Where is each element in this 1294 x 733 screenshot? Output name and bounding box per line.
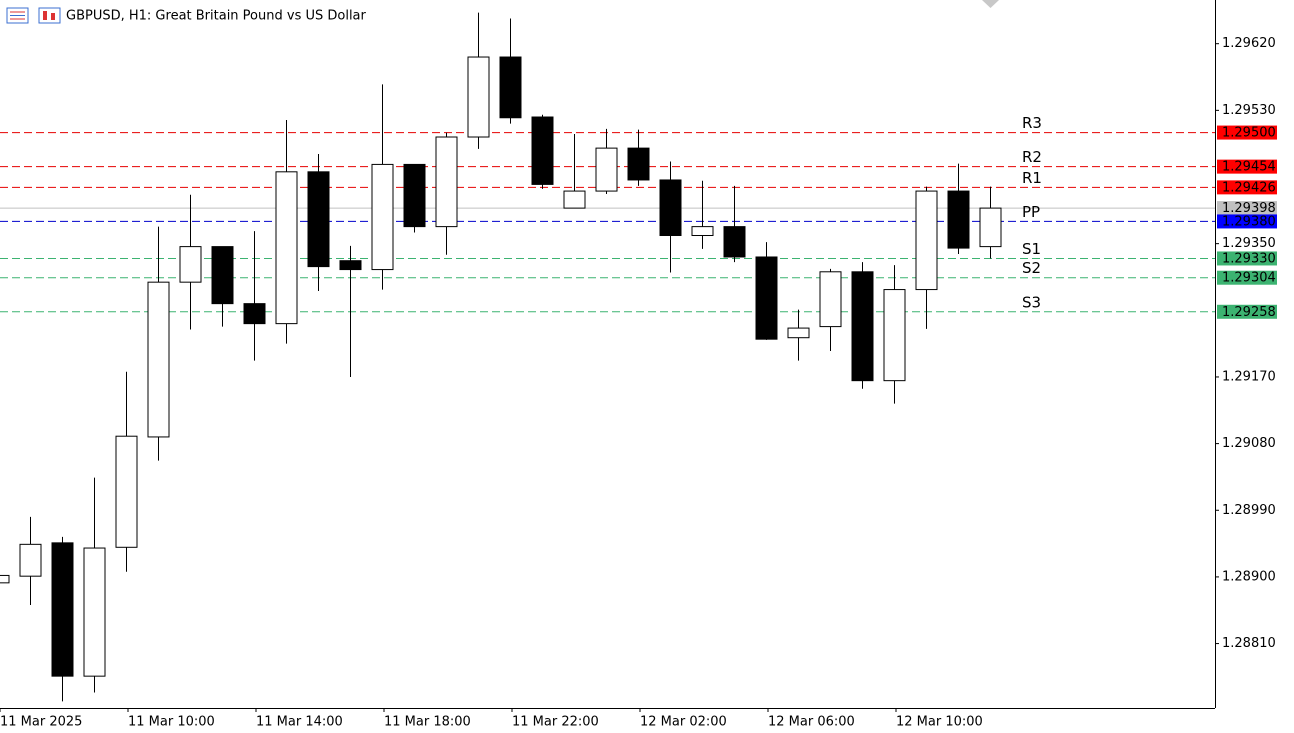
price-tag <box>1217 180 1277 195</box>
price-tag-label: 1.29304 <box>1222 271 1276 286</box>
candle-body <box>723 226 746 258</box>
candle-body <box>595 147 618 192</box>
price-tag <box>1217 159 1277 174</box>
candle-body <box>403 163 426 228</box>
chart-icon <box>38 7 61 24</box>
icons <box>6 0 999 24</box>
x-tick-label: 11 Mar 18:00 <box>384 715 471 730</box>
price-tag-label: 1.29454 <box>1222 160 1276 175</box>
y-tick-label: 1.29170 <box>1222 369 1276 384</box>
x-tick-label: 12 Mar 06:00 <box>768 715 855 730</box>
candle-body <box>307 171 330 268</box>
price-tag <box>1217 214 1277 229</box>
x-tick-label: 11 Mar 22:00 <box>512 715 599 730</box>
price-tag <box>1217 251 1277 266</box>
candle-body <box>531 116 554 185</box>
x-tick-label: 12 Mar 10:00 <box>896 715 983 730</box>
y-tick-label: 1.29620 <box>1222 36 1276 51</box>
x-tick-label: 11 Mar 10:00 <box>128 715 215 730</box>
price-tag-label: 1.29380 <box>1222 214 1276 229</box>
candle-body <box>147 281 170 438</box>
price-tag <box>1217 304 1277 319</box>
candle-body <box>0 574 10 584</box>
candle-body <box>787 327 810 339</box>
candle-body <box>979 207 1002 248</box>
y-tick-label: 1.28990 <box>1222 503 1276 518</box>
pivot-name: S3 <box>1022 293 1041 311</box>
candle-body <box>627 147 650 181</box>
icon-bar <box>43 11 47 20</box>
x-tick-label: 11 Mar 14:00 <box>256 715 343 730</box>
candle-body <box>915 190 938 291</box>
pivot-name: R2 <box>1022 148 1042 166</box>
candle-body <box>467 56 490 138</box>
candle-body <box>179 246 202 283</box>
candle-body <box>755 256 778 340</box>
price-tag-label: 1.29398 <box>1222 201 1276 216</box>
price-tag <box>1217 270 1277 285</box>
pivot-name: R3 <box>1022 114 1042 132</box>
shift-marker <box>982 0 999 8</box>
candle-body <box>659 179 682 237</box>
y-tick-label: 1.29350 <box>1222 236 1276 251</box>
y-tick-label: 1.28810 <box>1222 636 1276 651</box>
plot <box>0 12 1215 702</box>
candle-body <box>243 303 266 325</box>
pivot-name: R1 <box>1022 169 1042 187</box>
y-tick-label: 1.28900 <box>1222 569 1276 584</box>
pivot-name: S2 <box>1022 259 1041 277</box>
candle-body <box>947 190 970 249</box>
candle-body <box>883 289 906 382</box>
candle-body <box>499 56 522 119</box>
candle-body <box>211 246 234 305</box>
price-tag-label: 1.29500 <box>1222 126 1276 141</box>
candle-body <box>275 171 298 325</box>
candle-body <box>115 435 138 548</box>
price-tag <box>1217 201 1277 216</box>
chart-title: GBPUSD, H1: Great Britain Pound vs US Do… <box>66 9 367 24</box>
candle-body <box>339 260 362 271</box>
price-tag-label: 1.29258 <box>1222 305 1276 320</box>
pivot-name: S1 <box>1022 240 1041 258</box>
price-tag <box>1217 125 1277 140</box>
candle-body <box>19 543 42 577</box>
candle-body <box>819 271 842 328</box>
price-tag-label: 1.29330 <box>1222 251 1276 266</box>
x-tick-label: 12 Mar 02:00 <box>640 715 727 730</box>
x-tick-label: 11 Mar 2025 <box>0 715 82 730</box>
candle-body <box>851 271 874 382</box>
candle-body <box>563 190 586 209</box>
candle-body <box>371 163 394 271</box>
y-tick-label: 1.29080 <box>1222 436 1276 451</box>
icon-bar <box>51 13 55 20</box>
candle-body <box>51 542 74 677</box>
y-tick-label: 1.29530 <box>1222 103 1276 118</box>
candle-body <box>83 547 106 677</box>
price-tag-label: 1.29426 <box>1222 180 1276 195</box>
pivot-name: PP <box>1022 203 1040 221</box>
candle-body <box>691 226 714 237</box>
candle-body <box>435 136 458 228</box>
